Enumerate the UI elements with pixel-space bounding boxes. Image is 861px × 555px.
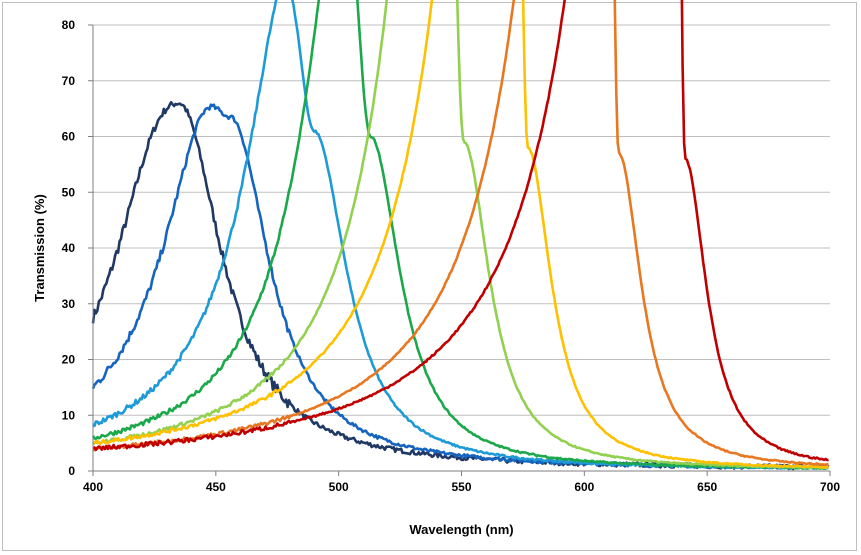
x-tick-labels: 400 450 500 550 600 650 700: [83, 480, 840, 494]
series-line-5: [92, 0, 830, 470]
y-tick-label: 20: [62, 353, 76, 367]
series-line-2: [91, 103, 829, 470]
y-tick-label: 80: [62, 18, 76, 32]
y-axis-title: Transmission (%): [32, 194, 47, 302]
series-line-1: [91, 101, 830, 471]
x-tick-label: 450: [206, 480, 226, 494]
y-tick-label: 70: [62, 74, 76, 88]
x-tick-label: 400: [83, 480, 103, 494]
x-axis-title: Wavelength (nm): [409, 522, 513, 537]
y-tick-label: 60: [62, 130, 76, 144]
y-tick-labels: 0 10 20 30 40 50 60 70 80: [62, 18, 76, 478]
series-line-6: [92, 0, 829, 469]
axes: [88, 24, 831, 476]
series-line-4: [91, 0, 829, 470]
series-group: [91, 0, 830, 471]
y-tick-label: 40: [62, 241, 76, 255]
y-tick-label: 50: [62, 185, 76, 199]
gridlines: [93, 24, 830, 416]
x-tick-label: 700: [820, 480, 840, 494]
x-tick-label: 650: [697, 480, 717, 494]
y-tick-label: 0: [68, 464, 75, 478]
y-tick-label: 30: [62, 297, 76, 311]
x-tick-label: 600: [574, 480, 594, 494]
y-tick-label: 10: [62, 408, 76, 422]
x-tick-label: 550: [451, 480, 471, 494]
series-line-8: [92, 0, 829, 462]
x-tick-label: 500: [329, 480, 349, 494]
series-line-3: [92, 0, 829, 470]
series-line-7: [92, 0, 829, 467]
